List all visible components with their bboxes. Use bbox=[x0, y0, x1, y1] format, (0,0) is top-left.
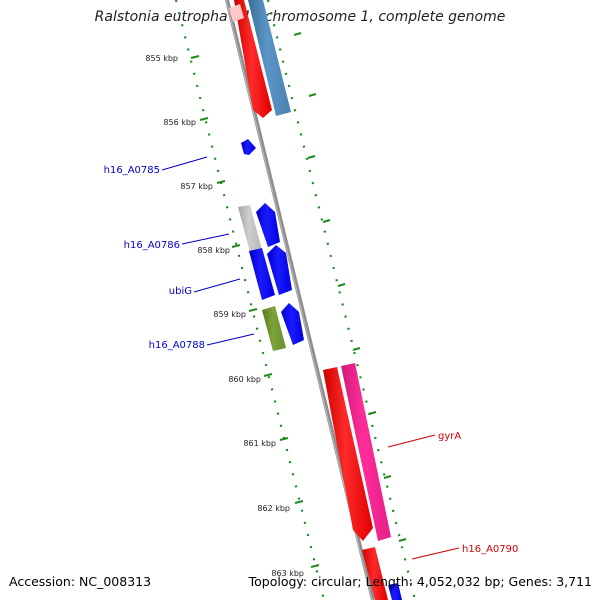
leader-h16-a0785 bbox=[161, 156, 208, 171]
leader-ubig bbox=[193, 278, 241, 293]
gene-label-h16-a0790[interactable]: h16_A0790 bbox=[462, 544, 518, 555]
tick-label-855: 855 kbp bbox=[145, 54, 178, 63]
tick-858: 858 kbp bbox=[197, 219, 331, 255]
gene-label-h16-a0786[interactable]: h16_A0786 bbox=[124, 240, 180, 251]
tick-857: 857 kbp bbox=[180, 155, 316, 191]
genome-summary-text: Topology: circular; Length: 4,052,032 bp… bbox=[248, 574, 592, 589]
tick-label-863: 863 kbp bbox=[271, 569, 304, 578]
accession-text: Accession: NC_008313 bbox=[9, 574, 152, 589]
tick-861: 861 kbp bbox=[243, 411, 377, 448]
cds-blue-inner-1[interactable] bbox=[256, 203, 280, 247]
cds-red-top[interactable] bbox=[234, 0, 272, 118]
tick-label-860: 860 kbp bbox=[228, 375, 261, 384]
leader-h16-a0790 bbox=[411, 547, 460, 560]
cds-ubig[interactable] bbox=[249, 248, 275, 300]
tick-label-857: 857 kbp bbox=[180, 182, 213, 191]
tick-859: 859 kbp bbox=[213, 283, 346, 319]
gene-label-gyra[interactable]: gyrA bbox=[438, 431, 461, 442]
cds-h16-a0786[interactable] bbox=[238, 205, 262, 252]
tick-856: 856 kbp bbox=[163, 93, 317, 127]
cds-blue-inner-2[interactable] bbox=[267, 245, 292, 295]
tick-860: 860 kbp bbox=[228, 347, 361, 384]
tick-label-861: 861 kbp bbox=[243, 439, 276, 448]
tick-855: 855 kbp bbox=[145, 32, 302, 63]
tick-label-858: 858 kbp bbox=[197, 246, 230, 255]
tick-label-862: 862 kbp bbox=[257, 504, 290, 513]
cds-pink-inner[interactable] bbox=[341, 363, 391, 541]
cds-steelblue-top[interactable] bbox=[248, 0, 291, 116]
cds-gyra[interactable] bbox=[323, 367, 373, 541]
gene-label-ubig[interactable]: ubiG bbox=[169, 286, 192, 297]
cds-h16-a0788[interactable] bbox=[262, 306, 286, 351]
leader-h16-a0786 bbox=[181, 233, 230, 245]
tick-863: 863 kbp bbox=[271, 538, 407, 578]
tick-label-856: 856 kbp bbox=[163, 118, 196, 127]
gene-label-h16-a0785[interactable]: h16_A0785 bbox=[104, 165, 160, 176]
cds-blue-bottom[interactable] bbox=[388, 583, 402, 600]
tick-label-859: 859 kbp bbox=[213, 310, 246, 319]
tick-862: 862 kbp bbox=[257, 475, 392, 513]
leader-gyra bbox=[387, 434, 436, 448]
cds-blue-inner-3[interactable] bbox=[281, 303, 304, 345]
cds-h16-a0790[interactable] bbox=[362, 547, 388, 600]
leader-h16-a0788 bbox=[206, 333, 255, 346]
cds-h16-a0785[interactable] bbox=[241, 139, 256, 155]
gene-label-h16-a0788[interactable]: h16_A0788 bbox=[149, 340, 205, 351]
cds-pink-top-partial bbox=[229, 4, 244, 22]
map-title: Ralstonia eutropha H16 chromosome 1, com… bbox=[94, 9, 506, 25]
inner-dotted-ring bbox=[266, 0, 417, 600]
